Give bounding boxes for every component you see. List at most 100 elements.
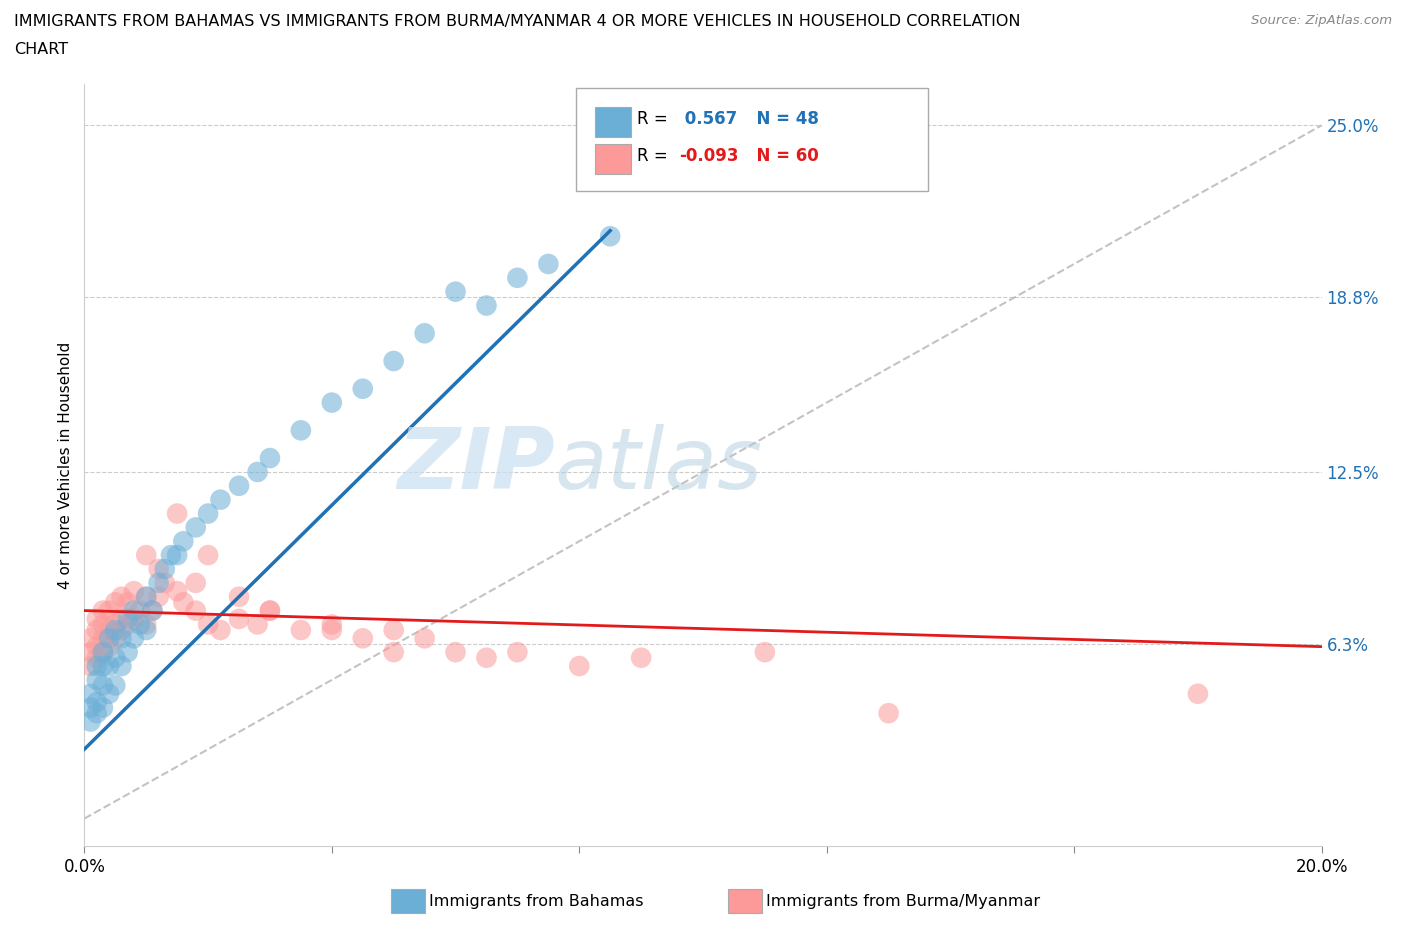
Point (104, 595, 127, 610)
Point (877, 706, 900, 721)
Point (135, 548, 157, 563)
Point (86, 639, 108, 654)
Point (117, 595, 139, 610)
Point (172, 534, 194, 549)
Point (184, 576, 207, 591)
Point (475, 650, 498, 665)
Point (135, 617, 157, 631)
Point (321, 395, 343, 410)
Text: Immigrants from Burma/Myanmar: Immigrants from Burma/Myanmar (766, 894, 1040, 909)
Point (91, 644, 114, 659)
Point (228, 590, 250, 604)
Point (110, 611, 132, 626)
Point (413, 631, 436, 645)
Point (86, 611, 108, 626)
Point (122, 631, 145, 645)
Point (599, 229, 621, 244)
Point (104, 631, 127, 645)
Point (166, 548, 188, 563)
Text: atlas: atlas (554, 423, 762, 507)
Point (79, 714, 101, 729)
Point (184, 520, 207, 535)
Point (91, 644, 114, 659)
Point (148, 590, 170, 604)
Point (568, 658, 591, 673)
Y-axis label: 4 or more Vehicles in Household: 4 or more Vehicles in Household (58, 341, 73, 589)
Text: Source: ZipAtlas.com: Source: ZipAtlas.com (1251, 14, 1392, 27)
Point (506, 644, 529, 659)
Point (172, 595, 194, 610)
Text: N = 48: N = 48 (745, 110, 820, 127)
Point (259, 604, 281, 618)
Point (79, 658, 101, 673)
Point (444, 285, 467, 299)
Point (444, 644, 467, 659)
Point (122, 584, 145, 599)
Point (1187, 686, 1209, 701)
Text: IMMIGRANTS FROM BAHAMAS VS IMMIGRANTS FROM BURMA/MYANMAR 4 OR MORE VEHICLES IN H: IMMIGRANTS FROM BAHAMAS VS IMMIGRANTS FR… (14, 14, 1021, 29)
Point (98, 658, 121, 673)
Point (135, 622, 157, 637)
Point (79, 644, 101, 659)
Point (86, 706, 108, 721)
Point (290, 622, 312, 637)
Point (321, 617, 343, 631)
Point (290, 423, 312, 438)
Point (129, 617, 152, 631)
Text: CHART: CHART (14, 42, 67, 57)
Point (91, 631, 114, 645)
Point (104, 617, 127, 631)
Point (79, 686, 101, 701)
Point (259, 604, 281, 618)
Point (104, 650, 127, 665)
Point (79, 631, 101, 645)
Point (321, 622, 343, 637)
Point (117, 644, 139, 659)
Point (352, 631, 374, 645)
Point (630, 650, 652, 665)
Text: R =: R = (637, 147, 673, 165)
Point (246, 617, 269, 631)
Point (86, 695, 108, 710)
Point (98, 622, 121, 637)
Point (91, 604, 114, 618)
Point (382, 644, 405, 659)
Point (104, 622, 127, 637)
Point (98, 604, 121, 618)
Point (413, 326, 436, 340)
Point (104, 678, 127, 693)
Point (148, 562, 170, 577)
Point (117, 617, 139, 631)
Point (246, 464, 269, 479)
Point (117, 611, 139, 626)
Point (129, 604, 152, 618)
Point (110, 590, 132, 604)
Point (153, 562, 176, 577)
Point (110, 622, 132, 637)
Point (382, 353, 405, 368)
Point (141, 604, 163, 618)
Point (91, 658, 114, 673)
Text: ZIP: ZIP (396, 423, 554, 507)
Text: 0.567: 0.567 (679, 110, 737, 127)
Point (259, 451, 281, 466)
Point (228, 478, 250, 493)
Point (86, 672, 108, 687)
Point (184, 604, 207, 618)
Point (110, 631, 132, 645)
Text: R =: R = (637, 110, 673, 127)
Point (506, 271, 529, 286)
Point (352, 381, 374, 396)
Point (86, 658, 108, 673)
Point (228, 611, 250, 626)
Point (91, 678, 114, 693)
Point (79, 700, 101, 715)
Point (98, 686, 121, 701)
Point (141, 604, 163, 618)
Point (754, 644, 776, 659)
Point (382, 622, 405, 637)
Point (197, 548, 219, 563)
Point (110, 658, 132, 673)
Point (98, 639, 121, 654)
Point (475, 299, 498, 313)
